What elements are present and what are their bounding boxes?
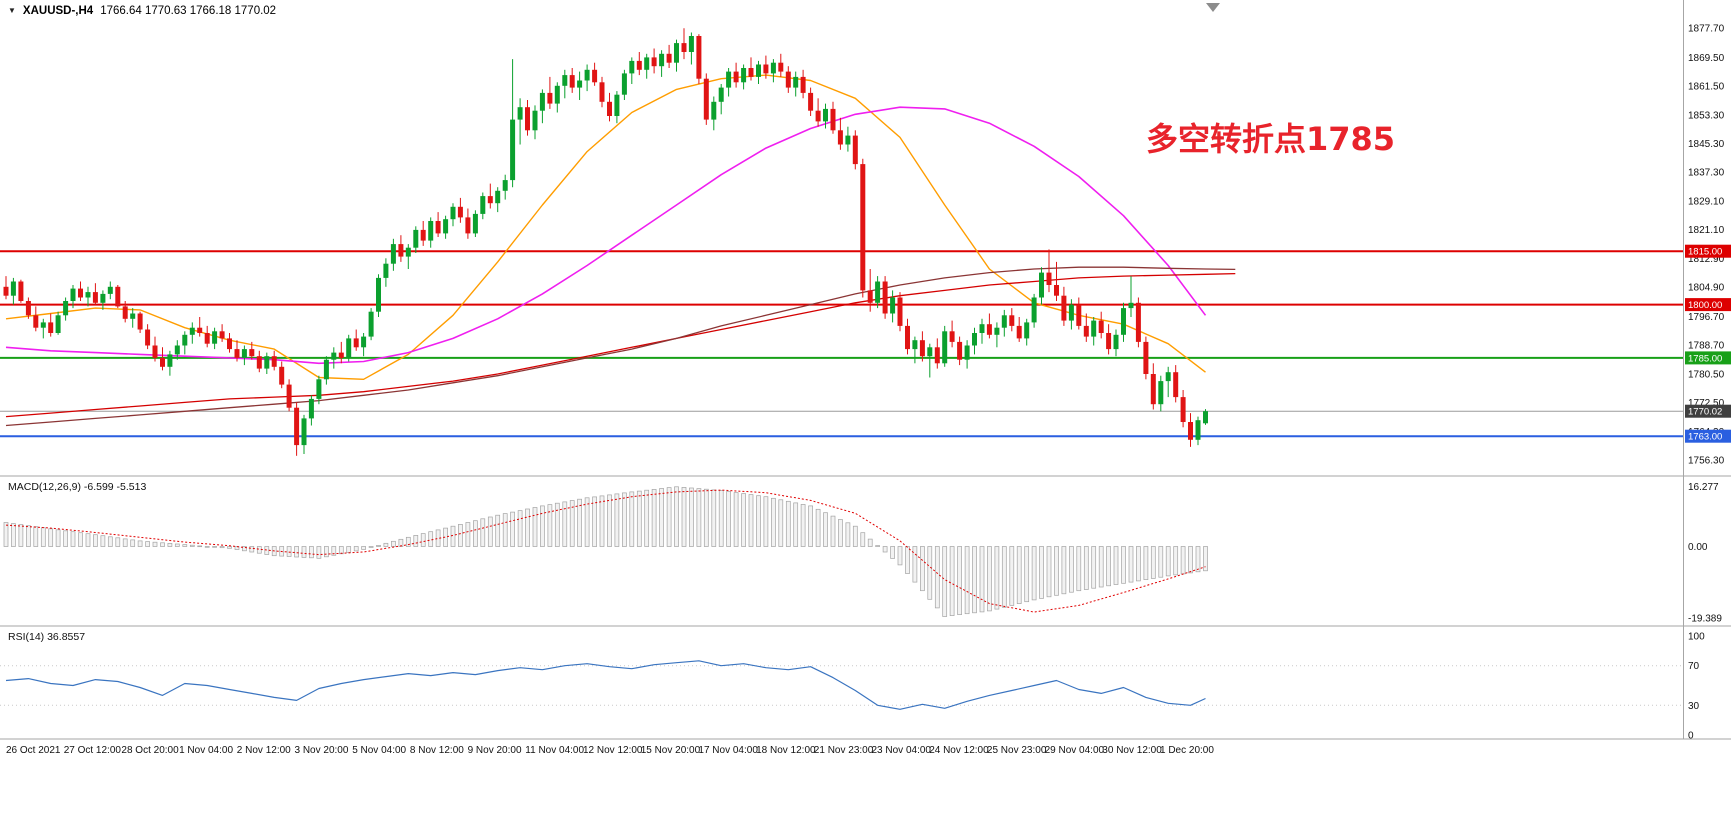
svg-text:1785.00: 1785.00 bbox=[1688, 353, 1722, 364]
svg-text:21 Nov 23:00: 21 Nov 23:00 bbox=[814, 745, 874, 756]
svg-text:1861.50: 1861.50 bbox=[1688, 81, 1725, 92]
svg-text:26 Oct 2021: 26 Oct 2021 bbox=[6, 745, 61, 756]
price-axis-ticks: 1877.70 1869.50 1861.50 1853.30 1845.30 1837.… bbox=[1688, 24, 1725, 467]
svg-text:2 Nov 12:00: 2 Nov 12:00 bbox=[237, 745, 291, 756]
svg-text:1845.30: 1845.30 bbox=[1688, 139, 1725, 150]
svg-text:1800.00: 1800.00 bbox=[1688, 300, 1722, 311]
svg-text:1869.50: 1869.50 bbox=[1688, 53, 1725, 64]
svg-text:1815.00: 1815.00 bbox=[1688, 247, 1722, 258]
dropdown-arrow-icon[interactable]: ▼ bbox=[8, 6, 16, 15]
svg-text:70: 70 bbox=[1688, 661, 1700, 672]
rsi-panel: 100 70 30 0 bbox=[0, 632, 1705, 742]
svg-text:28 Oct 20:00: 28 Oct 20:00 bbox=[121, 745, 179, 756]
svg-text:1756.30: 1756.30 bbox=[1688, 456, 1725, 467]
rsi-indicator-label: RSI(14) 36.8557 bbox=[8, 631, 86, 643]
svg-text:8 Nov 12:00: 8 Nov 12:00 bbox=[410, 745, 464, 756]
macd-axis-ticks: 16.277 0.00 -19.389 bbox=[1688, 482, 1722, 624]
svg-text:5 Nov 04:00: 5 Nov 04:00 bbox=[352, 745, 406, 756]
svg-text:100: 100 bbox=[1688, 632, 1705, 643]
svg-text:3 Nov 20:00: 3 Nov 20:00 bbox=[295, 745, 349, 756]
svg-text:23 Nov 04:00: 23 Nov 04:00 bbox=[872, 745, 932, 756]
svg-text:0.00: 0.00 bbox=[1688, 542, 1708, 553]
time-axis: 26 Oct 2021 27 Oct 12:00 28 Oct 20:00 1 Nov… bbox=[6, 745, 1214, 756]
svg-text:12 Nov 12:00: 12 Nov 12:00 bbox=[583, 745, 643, 756]
symbol-period-label: XAUUSD-,H4 bbox=[22, 5, 94, 17]
svg-text:15 Nov 20:00: 15 Nov 20:00 bbox=[641, 745, 701, 756]
svg-text:1780.50: 1780.50 bbox=[1688, 370, 1725, 381]
price-tags[interactable]: 1815.00 1800.00 1785.00 1770.02 1763.00 bbox=[1685, 244, 1731, 443]
svg-text:1 Nov 04:00: 1 Nov 04:00 bbox=[179, 745, 233, 756]
svg-text:30: 30 bbox=[1688, 701, 1700, 712]
candles-layer bbox=[3, 28, 1208, 456]
svg-text:1877.70: 1877.70 bbox=[1688, 24, 1725, 35]
svg-text:18 Nov 12:00: 18 Nov 12:00 bbox=[756, 745, 816, 756]
ohlc-values: 1766.64 1770.63 1766.18 1770.02 bbox=[100, 5, 277, 17]
svg-text:16.277: 16.277 bbox=[1688, 482, 1719, 493]
svg-text:30 Nov 12:00: 30 Nov 12:00 bbox=[1102, 745, 1162, 756]
svg-text:1788.70: 1788.70 bbox=[1688, 340, 1725, 351]
svg-text:0: 0 bbox=[1688, 731, 1694, 742]
panel-dividers bbox=[0, 0, 1731, 740]
annotation-text[interactable]: 多空转折点1785 bbox=[1146, 120, 1396, 158]
svg-text:1837.30: 1837.30 bbox=[1688, 167, 1725, 178]
svg-text:1812.90: 1812.90 bbox=[1688, 254, 1725, 265]
svg-text:-19.389: -19.389 bbox=[1688, 613, 1722, 624]
macd-indicator-label: MACD(12,26,9) -6.599 -5.513 bbox=[8, 481, 147, 493]
chart-shift-marker-icon[interactable] bbox=[1206, 3, 1220, 12]
svg-text:1796.70: 1796.70 bbox=[1688, 312, 1725, 323]
svg-text:29 Nov 04:00: 29 Nov 04:00 bbox=[1045, 745, 1105, 756]
svg-text:1804.90: 1804.90 bbox=[1688, 283, 1725, 294]
svg-text:1853.30: 1853.30 bbox=[1688, 111, 1725, 122]
svg-text:1763.00: 1763.00 bbox=[1688, 432, 1722, 443]
svg-text:1772.50: 1772.50 bbox=[1688, 398, 1725, 409]
svg-text:17 Nov 04:00: 17 Nov 04:00 bbox=[698, 745, 758, 756]
macd-signal-line bbox=[5, 489, 1206, 613]
svg-text:25 Nov 23:00: 25 Nov 23:00 bbox=[987, 745, 1047, 756]
svg-text:1821.10: 1821.10 bbox=[1688, 225, 1725, 236]
svg-text:27 Oct 12:00: 27 Oct 12:00 bbox=[64, 745, 122, 756]
svg-text:1 Dec 20:00: 1 Dec 20:00 bbox=[1160, 745, 1214, 756]
chart-title: ▼ XAUUSD-,H4 1766.64 1770.63 1766.18 177… bbox=[8, 5, 276, 17]
svg-text:9 Nov 20:00: 9 Nov 20:00 bbox=[468, 745, 522, 756]
svg-text:24 Nov 12:00: 24 Nov 12:00 bbox=[929, 745, 989, 756]
horizontal-lines[interactable] bbox=[0, 250, 1684, 438]
svg-text:1829.10: 1829.10 bbox=[1688, 197, 1725, 208]
svg-text:1770.02: 1770.02 bbox=[1688, 407, 1722, 418]
svg-text:11 Nov 04:00: 11 Nov 04:00 bbox=[525, 745, 584, 756]
macd-histogram bbox=[3, 486, 1208, 617]
